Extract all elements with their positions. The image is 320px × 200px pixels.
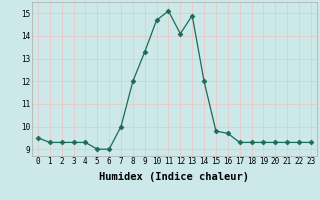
X-axis label: Humidex (Indice chaleur): Humidex (Indice chaleur): [100, 172, 249, 182]
